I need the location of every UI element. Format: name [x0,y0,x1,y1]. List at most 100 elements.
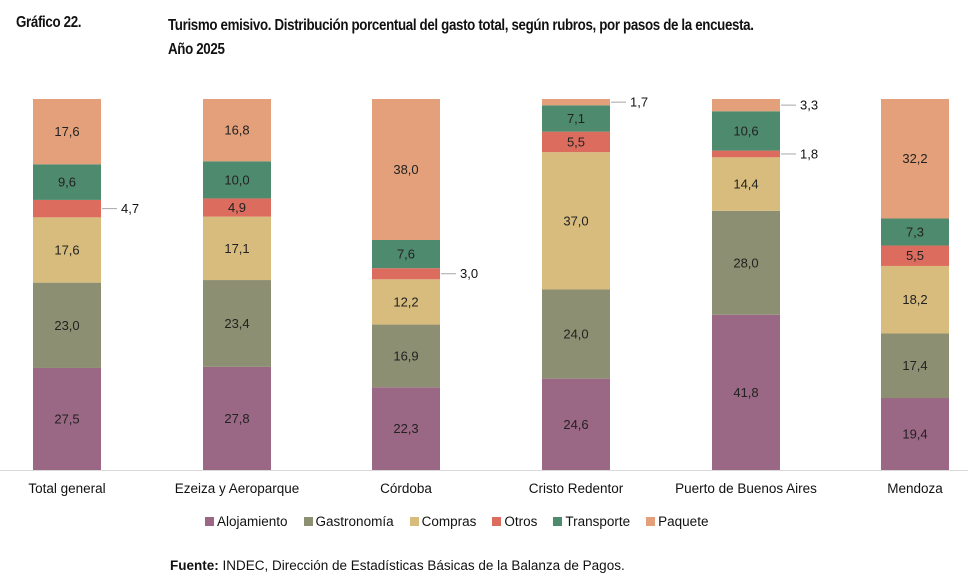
legend-item-otros: Otros [492,514,537,529]
data-label-otros: 5,5 [567,134,585,149]
chart-title-line1: Turismo emisivo. Distribución porcentual… [168,17,754,34]
source-label: Fuente: [170,558,219,573]
bar-segment-otros [372,268,440,280]
bar-segment-alojamiento [542,378,610,470]
data-label-gastronomia: 16,9 [393,348,418,363]
bar-segment-compras [542,152,610,290]
data-label-alojamiento: 22,3 [393,421,418,436]
data-label-transporte: 10,0 [224,172,249,187]
data-label-paquete: 32,2 [902,151,927,166]
bar-segment-compras [203,216,271,281]
bar-segment-compras [372,279,440,325]
bar-segment-gastronomia [372,324,440,388]
legend-swatch [303,517,313,526]
source-text: INDEC, Dirección de Estadísticas Básicas… [218,558,625,573]
data-label-transporte: 7,3 [906,225,924,240]
bar-segment-compras [33,217,101,283]
legend-label: Paquete [658,514,709,529]
data-label-paquete: 1,7 [630,95,648,110]
bar-segment-gastronomia [712,210,780,315]
bar-segment-gastronomia [542,289,610,379]
data-label-gastronomia: 17,4 [902,358,927,373]
bar-segment-compras [712,157,780,211]
legend-swatch [409,517,419,526]
bar-segment-transporte [372,239,440,269]
source-note: Fuente: INDEC, Dirección de Estadísticas… [170,558,625,573]
bar-segment-paquete [712,99,780,112]
data-label-compras: 17,1 [224,241,249,256]
bar-segment-compras [881,265,949,334]
bar-segment-otros [881,245,949,266]
data-label-gastronomia: 24,0 [563,327,588,342]
bar-segment-alojamiento [372,387,440,470]
data-label-otros: 1,8 [800,146,818,161]
category-label: Cristo Redentor [529,481,624,496]
legend-label: Gastronomía [315,514,394,529]
data-label-otros: 4,7 [121,201,139,216]
bar-segment-gastronomia [33,282,101,368]
data-label-compras: 17,6 [54,242,79,257]
bar-stack-cristo-redentor: 24,6 24,0 37,0 5,5 7,1 1,7 [542,95,648,470]
bar-segment-alojamiento [712,314,780,470]
bar-stack-puerto-de-buenos-aires: 41,8 28,0 14,4 1,8 10,6 3,3 [712,98,818,470]
category-label: Total general [28,481,105,496]
legend-item-gastronomia: Gastronomía [303,514,394,529]
bar-segment-transporte [712,111,780,151]
legend-item-transporte: Transporte [553,514,630,529]
bar-segment-otros [33,199,101,218]
bar-stack-mendoza: 19,4 17,4 18,2 5,5 7,3 32,2 [881,99,949,470]
data-label-alojamiento: 19,4 [902,427,927,442]
category-label: Puerto de Buenos Aires [675,481,817,496]
bar-segment-alojamiento [33,367,101,470]
legend-label: Otros [504,514,538,529]
legend-item-compras: Compras [409,514,476,529]
category-label: Mendoza [887,481,943,496]
data-label-otros: 3,0 [460,266,478,281]
bar-segment-alojamiento [881,398,949,470]
bar-segment-transporte [203,161,271,199]
legend-swatch [205,517,214,526]
stacked-bar-chart: 27,5 23,0 17,6 4,7 9,6 17,6 27,8 23,4 17,1 4,9 10,… [0,95,968,496]
bar-stack-total-general: 27,5 23,0 17,6 4,7 9,6 17,6 [33,99,139,470]
legend-swatch [553,517,563,526]
legend-item-alojamiento: Alojamiento [205,514,288,529]
bar-segment-paquete [542,99,610,106]
bar-segment-paquete [203,99,271,162]
bars-layer: 27,5 23,0 17,6 4,7 9,6 17,6 27,8 23,4 17,1 4,9 10,… [33,95,949,470]
bar-segment-transporte [33,164,101,200]
data-label-gastronomia: 28,0 [733,255,758,270]
data-label-alojamiento: 24,6 [563,417,588,432]
category-labels: Total general Ezeiza y Aeroparque Córdoba C… [28,481,943,496]
bar-segment-otros [542,131,610,153]
data-label-transporte: 9,6 [58,175,76,190]
bar-segment-paquete [372,99,440,240]
bar-segment-transporte [881,218,949,246]
data-label-otros: 5,5 [906,248,924,263]
chart-title-line2: Año 2025 [168,41,225,58]
data-label-alojamiento: 27,8 [224,411,249,426]
data-label-paquete: 38,0 [393,162,418,177]
data-label-transporte: 7,1 [567,111,585,126]
graphic-number: Gráfico 22. [16,14,82,31]
data-label-gastronomia: 23,0 [54,318,79,333]
bar-segment-gastronomia [881,333,949,399]
category-label: Ezeiza y Aeroparque [175,481,300,496]
chart-title: Turismo emisivo. Distribución porcentual… [168,14,754,62]
bar-segment-otros [203,198,271,217]
data-label-alojamiento: 27,5 [54,411,79,426]
legend-label: Alojamiento [217,514,288,529]
legend-label: Transporte [565,514,631,529]
legend: Alojamiento Gastronomía Compras Otros Transp… [205,514,724,529]
legend-swatch [646,517,656,526]
bar-segment-transporte [542,105,610,132]
legend-item-paquete: Paquete [646,514,708,529]
data-label-compras: 14,4 [733,177,758,192]
data-label-paquete: 3,3 [800,98,818,113]
bar-stack-ezeiza-y-aeroparque: 27,8 23,4 17,1 4,9 10,0 16,8 [203,99,271,470]
bar-stack-cordoba: 22,3 16,9 12,2 3,0 7,6 38,0 [372,99,478,470]
category-label: Córdoba [380,481,432,496]
data-label-transporte: 7,6 [397,247,415,262]
bar-segment-paquete [881,99,949,219]
bar-segment-gastronomia [203,280,271,367]
bar-segment-paquete [33,99,101,165]
